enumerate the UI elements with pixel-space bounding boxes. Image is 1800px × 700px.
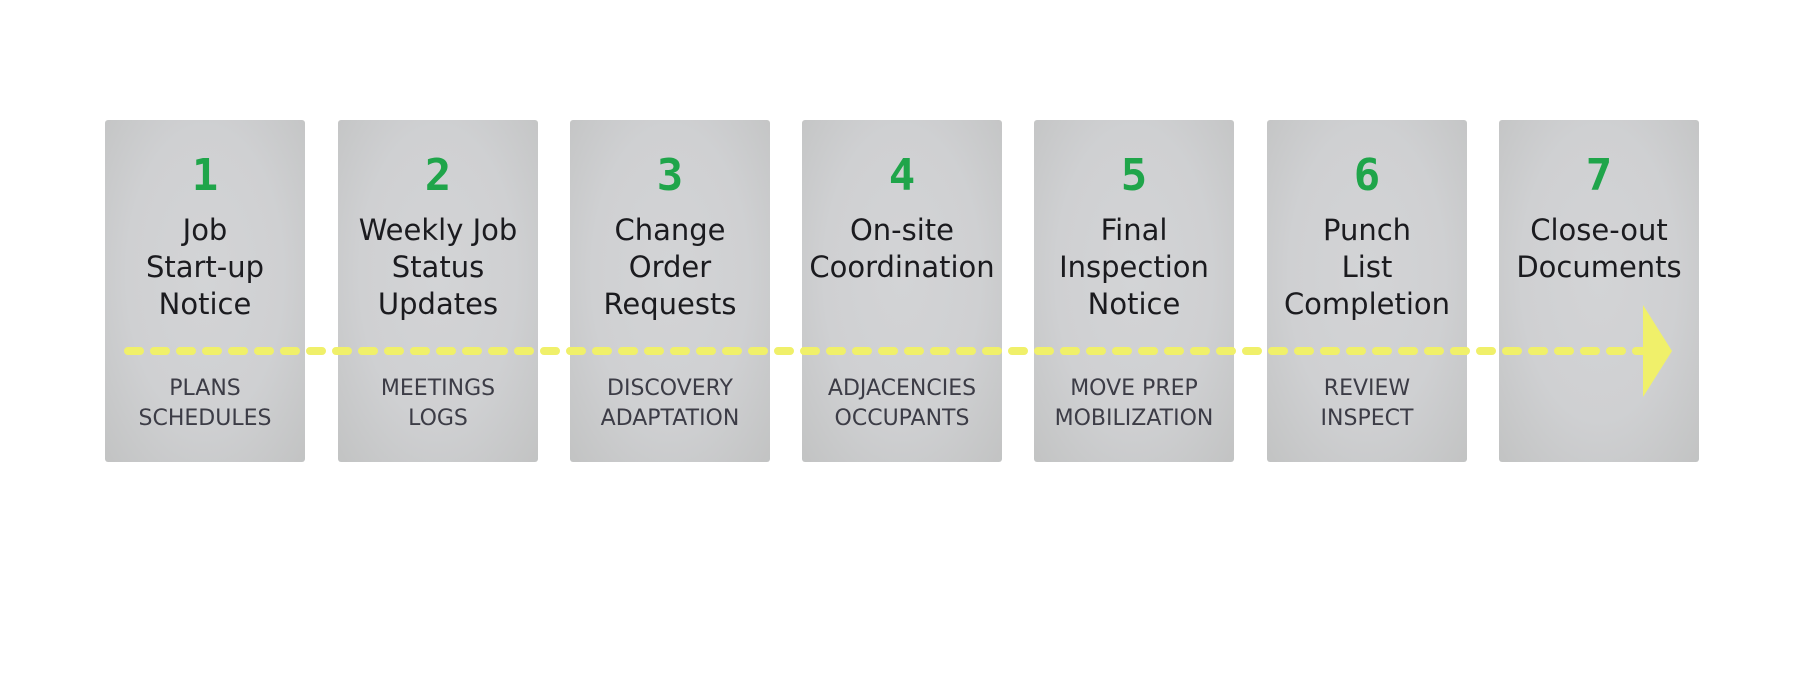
- step-title-line: Status: [391, 250, 485, 284]
- step-title-line: Punch: [1322, 213, 1412, 247]
- step-tags: MEETINGS LOGS: [332, 374, 544, 434]
- step-tag: REVIEW: [1323, 376, 1411, 401]
- step-title: Close-out Documents: [1495, 212, 1703, 286]
- step-title: Punch List Completion: [1263, 212, 1471, 323]
- step-tags: MOVE PREP MOBILIZATION: [1028, 374, 1240, 434]
- step-title-line: Job: [182, 213, 228, 247]
- step-title-line: Close-out: [1530, 213, 1668, 247]
- step-title-line: Start-up: [145, 250, 265, 284]
- step-number: 6: [1353, 150, 1381, 201]
- step-tag: MEETINGS: [380, 376, 496, 401]
- step-tag: PLANS: [169, 376, 241, 401]
- step-title: On-site Coordination: [798, 212, 1006, 286]
- step-tag: MOBILIZATION: [1054, 406, 1214, 431]
- step-card-3: 3 Change Order Requests DISCOVERY ADAPTA…: [570, 120, 770, 462]
- step-title: Change Order Requests: [566, 212, 774, 323]
- step-title-line: Change: [614, 213, 726, 247]
- step-tag: INSPECT: [1320, 406, 1414, 431]
- step-title-line: Order: [628, 250, 712, 284]
- step-title-line: Weekly Job: [358, 213, 518, 247]
- step-tag: ADJACENCIES: [827, 376, 977, 401]
- step-number: 1: [191, 150, 219, 201]
- step-title-line: Documents: [1516, 250, 1682, 284]
- step-title-line: Notice: [1087, 287, 1181, 321]
- step-number: 5: [1120, 150, 1148, 201]
- step-tag: OCCUPANTS: [834, 406, 970, 431]
- step-tag: LOGS: [408, 406, 468, 431]
- step-tags: DISCOVERY ADAPTATION: [564, 374, 776, 434]
- step-tag: ADAPTATION: [600, 406, 740, 431]
- step-card-4: 4 On-site Coordination ADJACENCIES OCCUP…: [802, 120, 1002, 462]
- step-title-line: Coordination: [809, 250, 995, 284]
- step-card-2: 2 Weekly Job Status Updates MEETINGS LOG…: [338, 120, 538, 462]
- step-title-line: Updates: [377, 287, 499, 321]
- step-number: 7: [1585, 150, 1613, 201]
- step-title: Job Start-up Notice: [101, 212, 309, 323]
- step-card-5: 5 Final Inspection Notice MOVE PREP MOBI…: [1034, 120, 1234, 462]
- step-tag: MOVE PREP: [1070, 376, 1198, 401]
- step-title: Weekly Job Status Updates: [334, 212, 542, 323]
- step-title-line: Requests: [603, 287, 737, 321]
- step-number: 2: [424, 150, 452, 201]
- step-title-line: List: [1341, 250, 1393, 284]
- step-card-1: 1 Job Start-up Notice PLANS SCHEDULES: [105, 120, 305, 462]
- step-tags: REVIEW INSPECT: [1261, 374, 1473, 434]
- step-title-line: Notice: [158, 287, 252, 321]
- step-number: 3: [656, 150, 684, 201]
- step-title-line: Inspection: [1059, 250, 1209, 284]
- step-tag: DISCOVERY: [607, 376, 733, 401]
- step-title-line: Final: [1100, 213, 1168, 247]
- step-title-line: On-site: [849, 213, 955, 247]
- step-card-7: 7 Close-out Documents: [1499, 120, 1699, 462]
- step-tags: ADJACENCIES OCCUPANTS: [796, 374, 1008, 434]
- step-card-6: 6 Punch List Completion REVIEW INSPECT: [1267, 120, 1467, 462]
- step-number: 4: [888, 150, 916, 201]
- step-tag: SCHEDULES: [138, 406, 272, 431]
- step-tags: PLANS SCHEDULES: [99, 374, 311, 434]
- step-title-line: Completion: [1283, 287, 1451, 321]
- step-title: Final Inspection Notice: [1030, 212, 1238, 323]
